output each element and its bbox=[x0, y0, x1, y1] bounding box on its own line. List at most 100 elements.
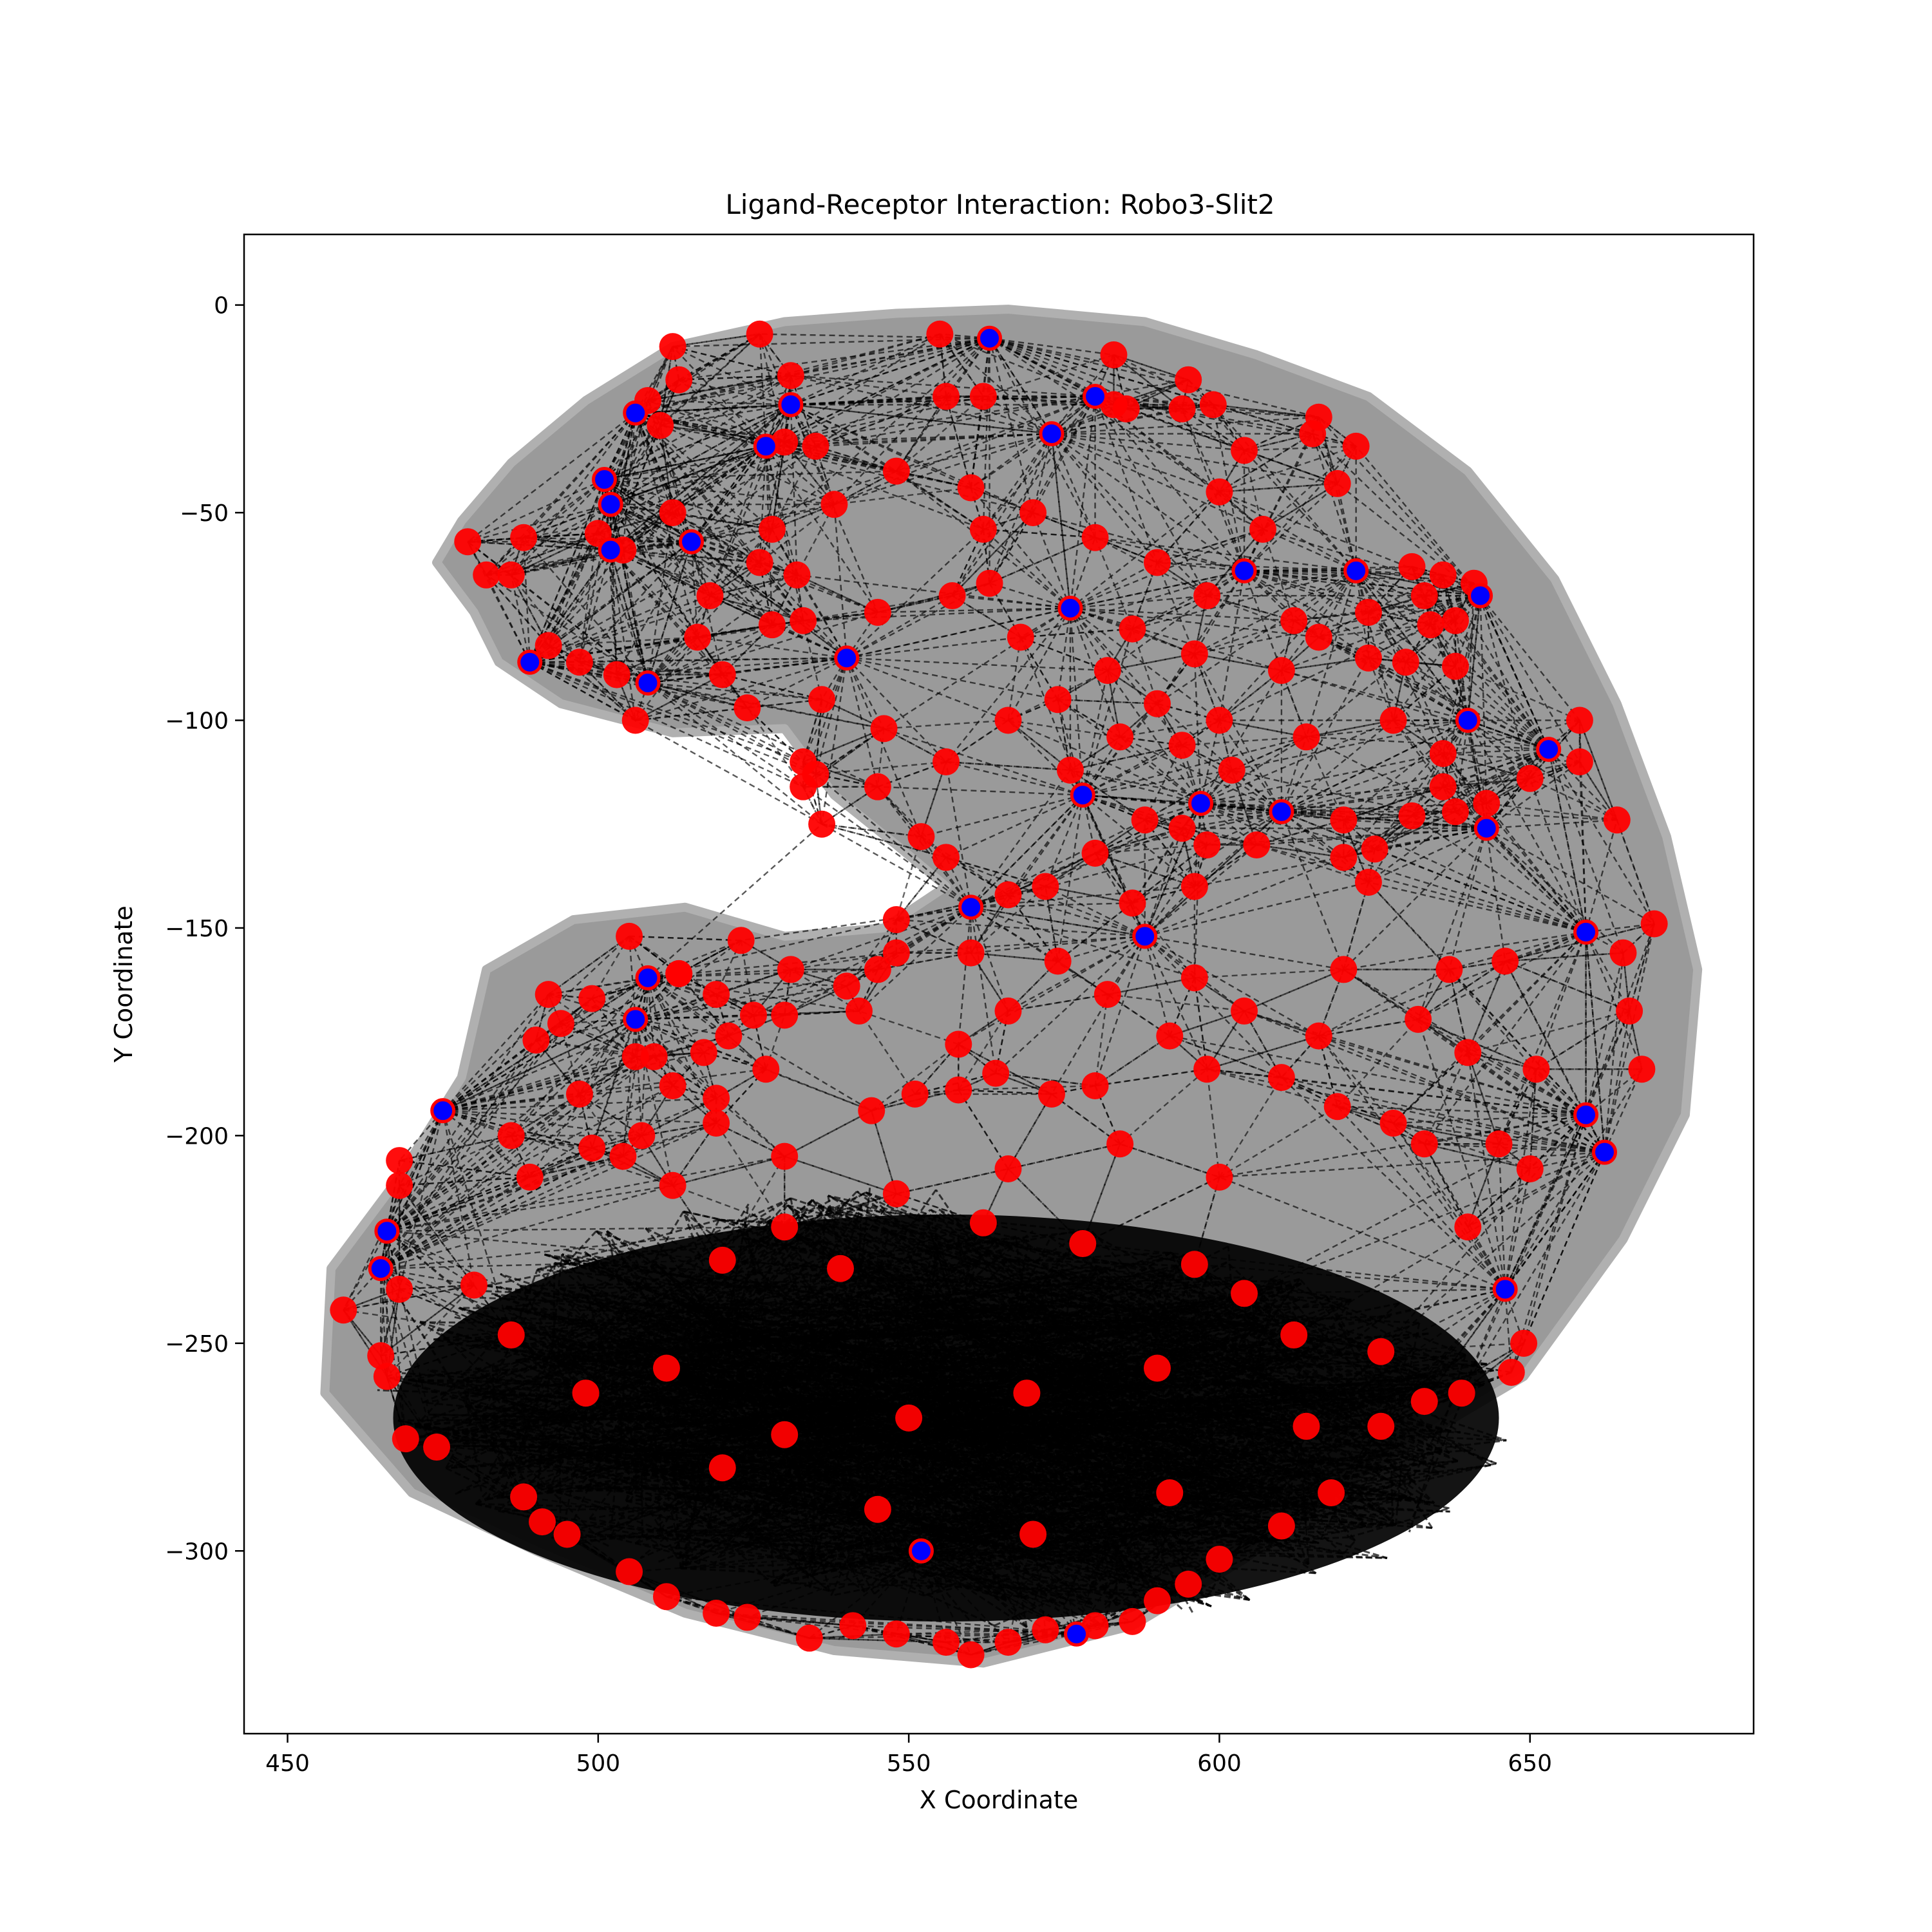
interaction-edge bbox=[1256, 844, 1369, 884]
interaction-edge bbox=[871, 1043, 960, 1112]
ligand-point bbox=[808, 810, 836, 838]
interaction-edge bbox=[970, 487, 1071, 609]
interaction-edge bbox=[697, 595, 711, 638]
interaction-edge bbox=[647, 574, 798, 684]
interaction-edge bbox=[647, 541, 692, 683]
interaction-edge bbox=[1486, 828, 1624, 954]
interaction-edge bbox=[1194, 620, 1294, 655]
interaction-edge bbox=[1144, 819, 1195, 887]
ligand-point bbox=[1143, 1587, 1171, 1615]
interaction-edge bbox=[529, 479, 605, 663]
interaction-edge bbox=[1083, 1242, 1506, 1291]
interaction-edge bbox=[834, 487, 971, 506]
interaction-edge bbox=[1094, 1035, 1170, 1086]
interaction-edge bbox=[1337, 1106, 1425, 1145]
interaction-edge bbox=[809, 1637, 947, 1643]
interaction-edge bbox=[529, 1155, 623, 1179]
interaction-edge bbox=[1244, 1010, 1605, 1153]
ligand-point bbox=[933, 748, 960, 775]
ligand-point bbox=[1330, 844, 1358, 871]
interaction-edge bbox=[672, 346, 767, 447]
interaction-edge bbox=[343, 1231, 388, 1311]
interaction-edge bbox=[1486, 802, 1587, 933]
ligand-point bbox=[957, 939, 985, 967]
interaction-edge bbox=[1368, 882, 1587, 1115]
interaction-edge bbox=[691, 470, 897, 543]
interaction-edge bbox=[610, 441, 785, 551]
interaction-edge bbox=[1442, 574, 1549, 750]
interaction-edge bbox=[1505, 952, 1624, 962]
interaction-edge bbox=[765, 446, 878, 613]
interaction-edge bbox=[1070, 769, 1201, 804]
interaction-edge bbox=[1200, 752, 1443, 804]
interaction-edge bbox=[1368, 828, 1487, 884]
interaction-edge bbox=[971, 906, 1145, 938]
interaction-edge bbox=[1443, 752, 1580, 763]
ligand-point bbox=[684, 623, 712, 651]
ligand-point bbox=[1180, 1251, 1208, 1278]
interaction-edge bbox=[945, 794, 1083, 858]
receptor-point bbox=[598, 537, 623, 563]
ligand-point bbox=[1441, 798, 1469, 826]
ligand-point bbox=[510, 524, 538, 551]
y-tick-label: −50 bbox=[180, 500, 229, 527]
interaction-edge bbox=[970, 396, 985, 488]
interaction-edge bbox=[1412, 811, 1456, 817]
ligand-point bbox=[1410, 1388, 1438, 1416]
interaction-edge bbox=[1095, 395, 1313, 435]
interaction-edge bbox=[741, 906, 971, 942]
interaction-edge bbox=[797, 574, 1071, 609]
interaction-edge bbox=[1144, 936, 1171, 1036]
receptor-point bbox=[1064, 1621, 1090, 1647]
interaction-edge bbox=[1095, 811, 1282, 855]
ligand-point bbox=[1119, 889, 1146, 917]
interaction-edge bbox=[386, 1023, 562, 1232]
interaction-edge bbox=[1218, 719, 1282, 813]
interaction-edge bbox=[537, 1218, 719, 1271]
interaction-edge bbox=[802, 658, 848, 788]
interaction-edge bbox=[647, 978, 674, 1086]
interaction-edge bbox=[529, 562, 761, 663]
interaction-edge bbox=[386, 1135, 512, 1232]
ligand-point bbox=[1441, 652, 1469, 680]
interaction-edge bbox=[647, 682, 817, 775]
interaction-edge bbox=[958, 1089, 1009, 1170]
ligand-point bbox=[802, 761, 829, 788]
interaction-edge bbox=[815, 773, 972, 908]
ligand-point bbox=[473, 561, 500, 589]
interaction-edge bbox=[1467, 583, 1475, 721]
interaction-edge bbox=[1126, 408, 1245, 451]
interaction-edge bbox=[1193, 570, 1245, 654]
ligand-point bbox=[1081, 839, 1109, 867]
interaction-edge bbox=[380, 1147, 592, 1269]
ligand-point bbox=[1231, 437, 1258, 464]
interaction-edge bbox=[746, 707, 804, 788]
interaction-edge bbox=[1057, 699, 1158, 705]
interaction-edge bbox=[1336, 446, 1357, 484]
interaction-edge bbox=[1442, 753, 1488, 829]
ligand-point bbox=[1429, 561, 1457, 589]
ligand-point bbox=[746, 320, 773, 348]
interaction-edge bbox=[603, 478, 804, 621]
ligand-point bbox=[1280, 1321, 1308, 1349]
ligand-point bbox=[1323, 1093, 1351, 1121]
interaction-edge bbox=[659, 333, 761, 426]
interaction-edge bbox=[486, 541, 692, 576]
interaction-edge bbox=[672, 512, 711, 596]
interaction-edge bbox=[468, 541, 623, 551]
interaction-edge bbox=[1336, 482, 1481, 596]
interaction-edge bbox=[1119, 719, 1220, 738]
interaction-edge bbox=[635, 985, 847, 1020]
interaction-edge bbox=[1051, 379, 1189, 435]
interaction-edge bbox=[1337, 1106, 1425, 1145]
ligand-point bbox=[1379, 706, 1407, 734]
interaction-edge bbox=[853, 1625, 947, 1643]
interaction-edge bbox=[1256, 819, 1344, 846]
interaction-edge bbox=[560, 1023, 636, 1057]
interaction-edge bbox=[529, 528, 773, 663]
interaction-edge bbox=[610, 441, 785, 506]
interaction-edge bbox=[1318, 636, 1406, 663]
ligand-point bbox=[1398, 553, 1426, 580]
interaction-edge bbox=[1281, 802, 1487, 813]
ligand-point bbox=[386, 1275, 413, 1303]
